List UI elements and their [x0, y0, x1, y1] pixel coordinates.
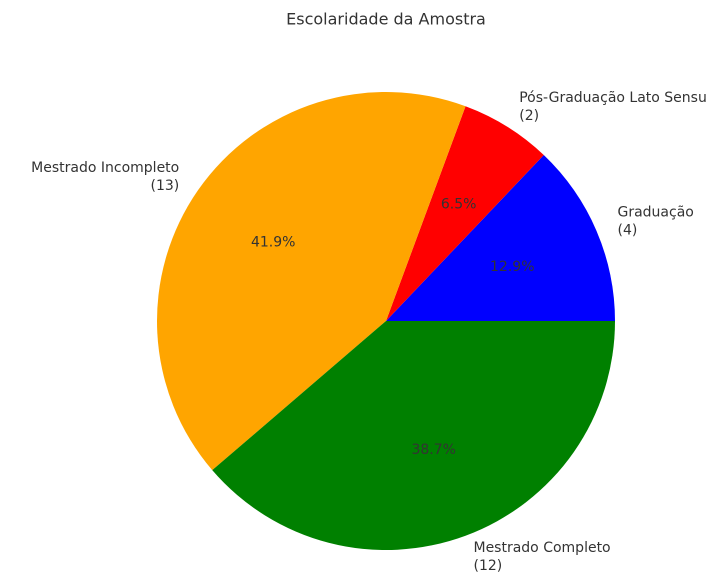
percent-label: 12.9%	[490, 259, 534, 275]
slice-label: Graduação	[617, 205, 693, 221]
slice-label: Mestrado Completo	[473, 540, 610, 556]
pie-slice	[212, 321, 615, 551]
pie-slice	[386, 155, 615, 321]
pie-slice	[386, 106, 544, 321]
percent-label: 38.7%	[411, 442, 455, 458]
slice-value-label: (12)	[473, 558, 502, 573]
slice-label: Pós-Graduação Lato Sensu	[519, 90, 707, 106]
slice-label: Mestrado Incompleto	[31, 160, 179, 176]
percent-label: 41.9%	[251, 235, 295, 251]
chart-title: Escolaridade da Amostra	[286, 10, 486, 29]
slice-value-label: (13)	[150, 178, 179, 194]
slice-value-label: (4)	[617, 223, 637, 239]
percent-label: 6.5%	[441, 196, 477, 212]
pie-slice	[156, 91, 466, 471]
slice-value-label: (2)	[519, 108, 539, 124]
